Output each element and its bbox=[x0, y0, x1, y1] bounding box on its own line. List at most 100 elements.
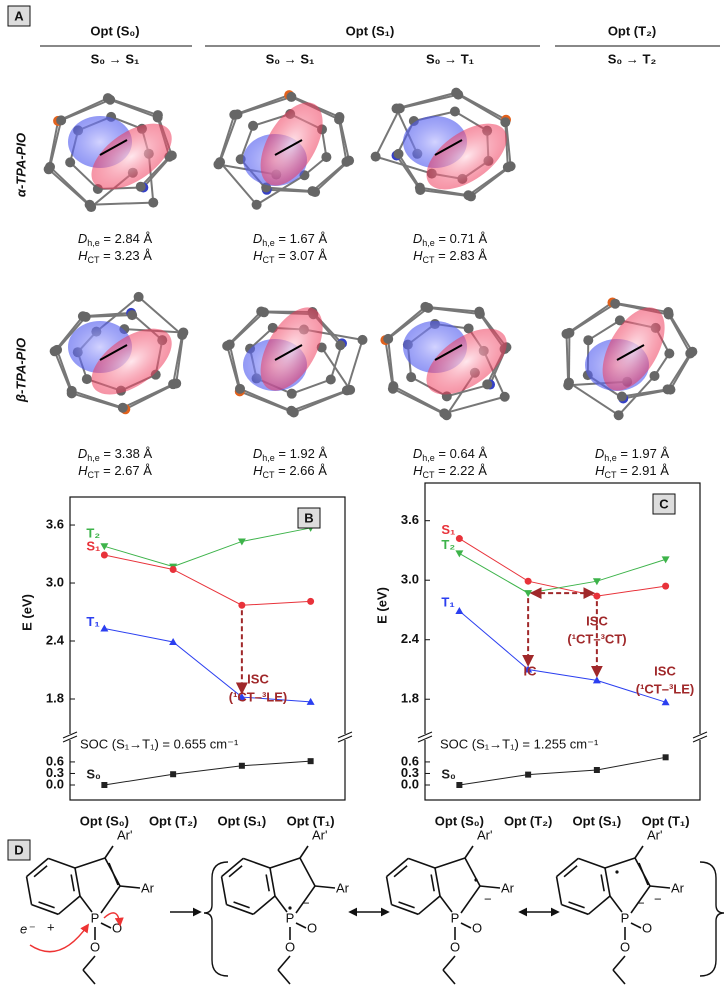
panel-label-box bbox=[7, 5, 31, 27]
symbol: D bbox=[253, 231, 262, 246]
equals: = bbox=[103, 463, 111, 478]
electron-density bbox=[602, 307, 665, 391]
bond bbox=[53, 350, 73, 394]
descriptor: HCT = 2.66 Å bbox=[253, 463, 327, 480]
axis-break-gap bbox=[694, 734, 706, 740]
atom bbox=[439, 408, 450, 419]
bond bbox=[265, 874, 270, 892]
bracket bbox=[203, 861, 229, 977]
bond bbox=[219, 114, 239, 163]
bond bbox=[417, 895, 441, 915]
transfer-vector bbox=[99, 139, 128, 156]
bond bbox=[82, 955, 96, 971]
y-tick-label: 0.3 bbox=[46, 765, 64, 780]
atom bbox=[105, 94, 116, 105]
atom bbox=[80, 311, 91, 322]
atom bbox=[649, 370, 660, 381]
y-tick-label: 2.4 bbox=[401, 631, 420, 646]
annotation: (¹CT–³LE) bbox=[636, 681, 695, 696]
bond bbox=[460, 922, 472, 929]
bond bbox=[139, 156, 171, 188]
descriptor-value: 2.67 Å bbox=[114, 463, 152, 478]
axis-break bbox=[62, 735, 78, 743]
atom bbox=[335, 340, 346, 351]
atom bbox=[232, 109, 243, 120]
bond bbox=[239, 125, 255, 160]
bond bbox=[387, 338, 395, 387]
transfer-vector bbox=[99, 344, 128, 361]
x-tick-label: Opt (T₂) bbox=[149, 813, 197, 828]
atom bbox=[286, 405, 297, 416]
series-line bbox=[104, 554, 311, 606]
subscript: h,e bbox=[422, 453, 435, 463]
bond bbox=[374, 107, 401, 158]
charge: − bbox=[654, 891, 662, 906]
bond bbox=[108, 862, 119, 886]
atom bbox=[135, 181, 146, 192]
bond bbox=[398, 901, 415, 909]
atom bbox=[563, 377, 574, 388]
bond bbox=[604, 867, 611, 897]
marker bbox=[238, 762, 245, 769]
axis-break-gap bbox=[64, 734, 76, 740]
atom bbox=[177, 329, 188, 340]
bond bbox=[219, 161, 258, 206]
atom bbox=[502, 162, 513, 173]
bond bbox=[85, 314, 133, 318]
subscript: h,e bbox=[87, 453, 100, 463]
molecule bbox=[49, 291, 189, 415]
atom-label: P bbox=[91, 910, 100, 925]
equals: = bbox=[438, 463, 446, 478]
equals: = bbox=[103, 248, 111, 263]
subscript: CT bbox=[87, 470, 99, 480]
marker bbox=[237, 693, 246, 701]
bond bbox=[434, 857, 466, 869]
atom bbox=[164, 151, 175, 162]
bond bbox=[100, 922, 112, 929]
bond bbox=[464, 845, 474, 859]
symbol: D bbox=[413, 231, 422, 246]
x-tick-label: Opt (T₂) bbox=[504, 813, 552, 828]
bond bbox=[25, 876, 33, 905]
subscript: h,e bbox=[262, 238, 275, 248]
atom bbox=[393, 148, 404, 159]
atom-label: O bbox=[642, 920, 652, 935]
equals: = bbox=[103, 446, 111, 461]
x-tick-label: Opt (T₁) bbox=[642, 813, 690, 828]
series-label: T₂ bbox=[441, 537, 455, 552]
marker bbox=[170, 771, 177, 778]
panel-label-box bbox=[652, 493, 676, 515]
descriptor: HCT = 2.83 Å bbox=[413, 248, 487, 265]
bond bbox=[338, 119, 348, 162]
bond bbox=[252, 895, 276, 915]
atom-label: Ar bbox=[336, 880, 350, 895]
descriptor-value: 2.66 Å bbox=[289, 463, 327, 478]
atom-label: P bbox=[621, 910, 630, 925]
marker bbox=[100, 624, 109, 632]
bond bbox=[31, 903, 59, 916]
charge: − bbox=[637, 895, 645, 910]
bond bbox=[226, 345, 241, 392]
marker bbox=[524, 590, 533, 598]
symbol: D bbox=[595, 446, 604, 461]
subscript: CT bbox=[422, 255, 434, 265]
bond bbox=[442, 969, 456, 985]
subscript: CT bbox=[262, 255, 274, 265]
atom bbox=[248, 120, 259, 131]
bond bbox=[82, 969, 96, 985]
atom bbox=[117, 402, 128, 413]
marker bbox=[593, 767, 600, 773]
axis-break bbox=[62, 731, 78, 739]
plot-frame bbox=[69, 496, 346, 801]
bond bbox=[442, 955, 456, 971]
bond bbox=[556, 857, 579, 878]
panel-label: C bbox=[659, 496, 669, 511]
atom bbox=[152, 112, 163, 123]
bond bbox=[220, 876, 228, 905]
bond bbox=[110, 115, 143, 130]
equals: = bbox=[278, 248, 286, 263]
atom bbox=[564, 327, 575, 338]
bond bbox=[295, 922, 307, 929]
